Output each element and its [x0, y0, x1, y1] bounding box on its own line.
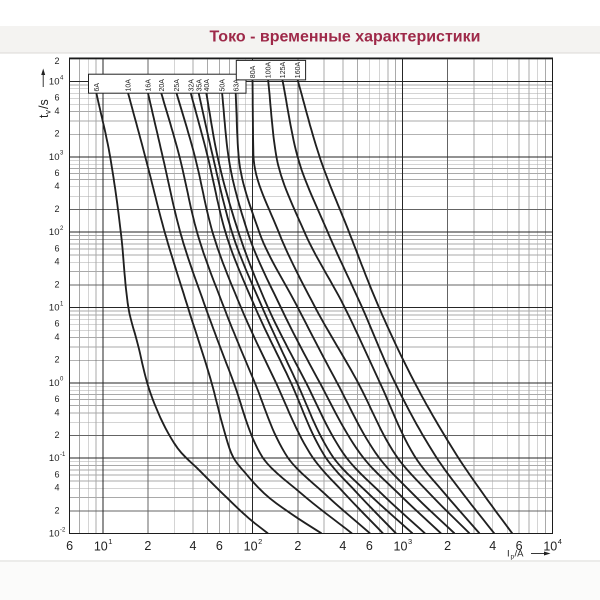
- svg-text:10: 10: [49, 378, 60, 389]
- svg-text:/s: /s: [37, 99, 51, 109]
- svg-text:0: 0: [60, 377, 64, 383]
- svg-text:4: 4: [54, 181, 59, 191]
- svg-text:35A: 35A: [196, 79, 203, 92]
- svg-text:100A: 100A: [266, 62, 273, 79]
- svg-text:20A: 20A: [159, 79, 166, 92]
- svg-text:4: 4: [54, 257, 59, 267]
- svg-text:16A: 16A: [146, 79, 153, 92]
- svg-text:4: 4: [339, 539, 346, 553]
- svg-text:2: 2: [294, 539, 301, 553]
- svg-text:10: 10: [49, 152, 60, 163]
- svg-text:6: 6: [54, 319, 59, 329]
- svg-text:4: 4: [54, 407, 59, 417]
- svg-text:4: 4: [54, 332, 59, 342]
- svg-text:2: 2: [54, 430, 59, 440]
- svg-text:10: 10: [244, 540, 258, 554]
- svg-text:4: 4: [54, 106, 59, 116]
- svg-text:10: 10: [94, 540, 108, 554]
- svg-text:2: 2: [54, 505, 59, 515]
- svg-text:10: 10: [543, 540, 557, 554]
- svg-text:125A: 125A: [280, 62, 287, 79]
- svg-text:10: 10: [49, 529, 60, 540]
- svg-text:2: 2: [54, 279, 59, 289]
- svg-text:6: 6: [54, 168, 59, 178]
- svg-text:/A: /A: [515, 549, 525, 560]
- svg-text:6: 6: [54, 394, 59, 404]
- svg-text:v: v: [44, 110, 53, 114]
- svg-text:32A: 32A: [188, 79, 195, 92]
- svg-text:6: 6: [216, 539, 223, 553]
- svg-text:80A: 80A: [250, 65, 257, 78]
- svg-text:6: 6: [66, 539, 73, 553]
- svg-text:2: 2: [54, 355, 59, 365]
- svg-text:2: 2: [54, 56, 59, 66]
- svg-text:6: 6: [54, 469, 59, 479]
- svg-text:1: 1: [60, 301, 64, 307]
- svg-text:2: 2: [54, 129, 59, 139]
- svg-text:160A: 160A: [295, 62, 302, 79]
- svg-text:63A: 63A: [233, 79, 240, 92]
- svg-text:3: 3: [60, 151, 64, 157]
- svg-text:6: 6: [366, 539, 373, 553]
- svg-text:10: 10: [49, 303, 60, 314]
- svg-text:4: 4: [190, 539, 197, 553]
- svg-text:10: 10: [49, 77, 60, 88]
- svg-text:-2: -2: [60, 527, 66, 533]
- svg-text:25A: 25A: [174, 79, 181, 92]
- svg-text:I: I: [507, 549, 510, 560]
- svg-text:10: 10: [49, 453, 60, 464]
- svg-text:6A: 6A: [94, 83, 101, 92]
- svg-text:Токо - временные характеристик: Токо - временные характеристики: [210, 29, 481, 46]
- svg-text:10: 10: [394, 540, 408, 554]
- svg-text:40A: 40A: [204, 79, 211, 92]
- svg-text:1: 1: [108, 537, 112, 546]
- svg-text:6: 6: [54, 93, 59, 103]
- svg-text:-1: -1: [60, 452, 66, 458]
- svg-text:2: 2: [444, 539, 451, 553]
- svg-text:2: 2: [258, 537, 262, 546]
- svg-text:4: 4: [558, 537, 562, 546]
- svg-text:3: 3: [408, 537, 412, 546]
- svg-text:6: 6: [516, 539, 523, 553]
- svg-text:4: 4: [54, 483, 59, 493]
- svg-text:50A: 50A: [220, 79, 227, 92]
- svg-text:2: 2: [60, 226, 64, 232]
- svg-text:2: 2: [54, 204, 59, 214]
- svg-text:6: 6: [54, 243, 59, 253]
- svg-text:4: 4: [489, 539, 496, 553]
- svg-text:t: t: [37, 114, 51, 118]
- svg-text:10: 10: [49, 227, 60, 238]
- svg-text:10A: 10A: [126, 79, 133, 92]
- svg-text:p: p: [511, 554, 515, 561]
- svg-text:2: 2: [144, 539, 151, 553]
- svg-text:4: 4: [60, 75, 64, 81]
